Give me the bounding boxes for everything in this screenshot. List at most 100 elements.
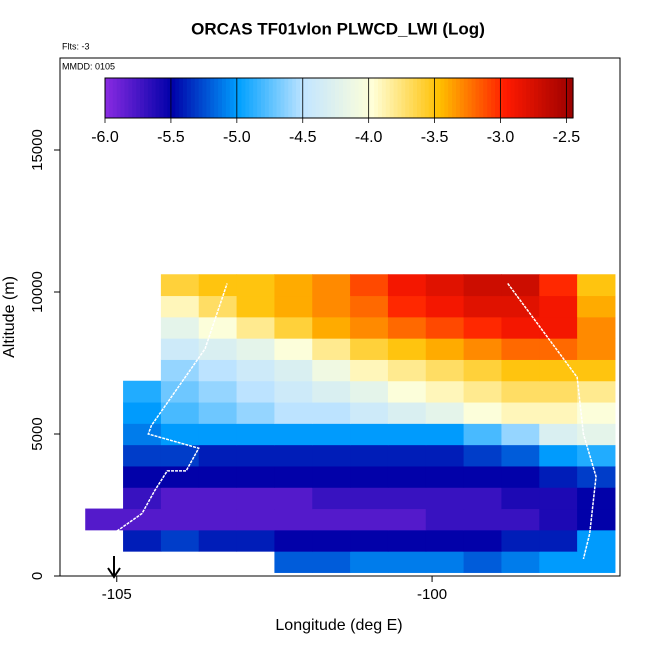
heat-cell <box>501 402 540 424</box>
colorbar-swatch <box>506 78 512 118</box>
heat-cell <box>463 423 502 446</box>
colorbar-swatch <box>206 78 211 118</box>
heat-cell <box>274 508 313 531</box>
heat-cell <box>350 529 389 552</box>
heat-cell <box>312 359 351 382</box>
colorbar-swatch <box>553 78 558 118</box>
colorbar-swatch <box>128 78 133 118</box>
colorbar-swatch <box>436 78 441 118</box>
heat-cell <box>387 508 427 531</box>
heat-cell <box>236 359 275 382</box>
heat-cell <box>387 551 427 573</box>
heat-cell <box>463 316 502 339</box>
heat-cell <box>501 423 540 446</box>
heat-cell <box>350 359 389 382</box>
heat-cell <box>312 487 351 510</box>
heat-cell <box>85 508 124 531</box>
plot-frame <box>59 57 621 577</box>
heat-cell <box>501 338 540 360</box>
heat-cell <box>274 444 313 467</box>
heat-cell <box>350 295 389 318</box>
x-tick-label: -105 <box>102 586 132 603</box>
heat-cell <box>387 359 427 382</box>
heat-cell <box>463 359 502 382</box>
colorbar-swatch <box>378 78 383 118</box>
heat-cell <box>160 316 200 339</box>
heat-cell <box>501 380 540 403</box>
colorbar-swatch <box>202 78 207 118</box>
heat-cell <box>577 487 616 510</box>
heat-cell <box>425 338 465 360</box>
heat-cell <box>501 274 540 297</box>
colorbar-swatch <box>389 78 395 118</box>
heat-cell <box>274 295 313 318</box>
heat-cell <box>577 338 616 360</box>
colorbar-swatch <box>233 78 239 118</box>
heat-cell <box>198 274 238 297</box>
colorbar-swatch <box>354 78 360 118</box>
heat-cell <box>198 487 238 510</box>
colorbar-swatch <box>210 78 215 118</box>
colorbar-swatch <box>225 78 231 118</box>
colorbar-swatch <box>311 78 317 118</box>
heat-cell <box>312 444 351 467</box>
colorbar-swatch <box>268 78 274 118</box>
heat-cell <box>274 529 313 552</box>
colorbar-tick-label: -3.0 <box>487 129 515 146</box>
colorbar-swatch <box>237 78 243 118</box>
heat-cell <box>577 551 616 573</box>
colorbar-swatch <box>487 78 492 118</box>
colorbar-swatch <box>385 78 391 118</box>
heat-cell <box>425 444 465 467</box>
colorbar-swatch <box>257 78 262 118</box>
heat-cell <box>198 316 238 339</box>
heat-cell <box>577 359 616 382</box>
flight-track <box>113 283 597 560</box>
heat-cell <box>312 551 351 573</box>
colorbar-tick-label: -4.0 <box>355 129 383 146</box>
heat-cell <box>312 465 351 488</box>
heat-cell <box>312 380 351 403</box>
colorbar-swatch <box>417 78 422 118</box>
colorbar-swatch <box>459 78 465 118</box>
heat-cell <box>350 508 389 531</box>
heat-cell <box>539 551 578 573</box>
heat-cell <box>198 423 238 446</box>
colorbar-swatch <box>514 78 519 118</box>
colorbar-swatch <box>229 78 235 118</box>
heat-cell <box>539 295 578 318</box>
colorbar-swatch <box>350 78 356 118</box>
heat-cell <box>539 402 578 424</box>
heat-cell <box>198 444 238 467</box>
colorbar-tick-label: -5.0 <box>223 129 251 146</box>
colorbar-swatch <box>440 78 445 118</box>
colorbar-swatch <box>190 78 196 118</box>
heat-cell <box>274 487 313 510</box>
colorbar-swatch <box>183 78 188 118</box>
heat-cell <box>425 274 465 297</box>
colorbar-swatch <box>288 78 293 118</box>
heat-cell <box>350 423 389 446</box>
heat-cell <box>274 465 313 488</box>
colorbar-swatch <box>159 78 165 118</box>
heat-cell <box>387 338 427 360</box>
heat-cell <box>425 529 465 552</box>
colorbar-swatch <box>276 78 282 118</box>
y-tick-label: 15000 <box>29 129 46 171</box>
colorbar-swatch <box>300 78 305 118</box>
heat-cell <box>350 551 389 573</box>
heat-cell <box>274 423 313 446</box>
heat-cell <box>123 423 162 446</box>
heat-cell <box>501 551 540 573</box>
heat-cell <box>198 359 238 382</box>
heat-cell <box>501 508 540 531</box>
heat-cell <box>463 551 502 573</box>
heat-cell <box>198 529 238 552</box>
heat-cell <box>539 508 578 531</box>
colorbar-swatch <box>280 78 285 118</box>
colorbar-swatch <box>155 78 161 118</box>
colorbar-swatch <box>409 78 414 118</box>
heat-cell <box>463 380 502 403</box>
heat-cell <box>387 444 427 467</box>
colorbar-swatch <box>105 78 110 118</box>
